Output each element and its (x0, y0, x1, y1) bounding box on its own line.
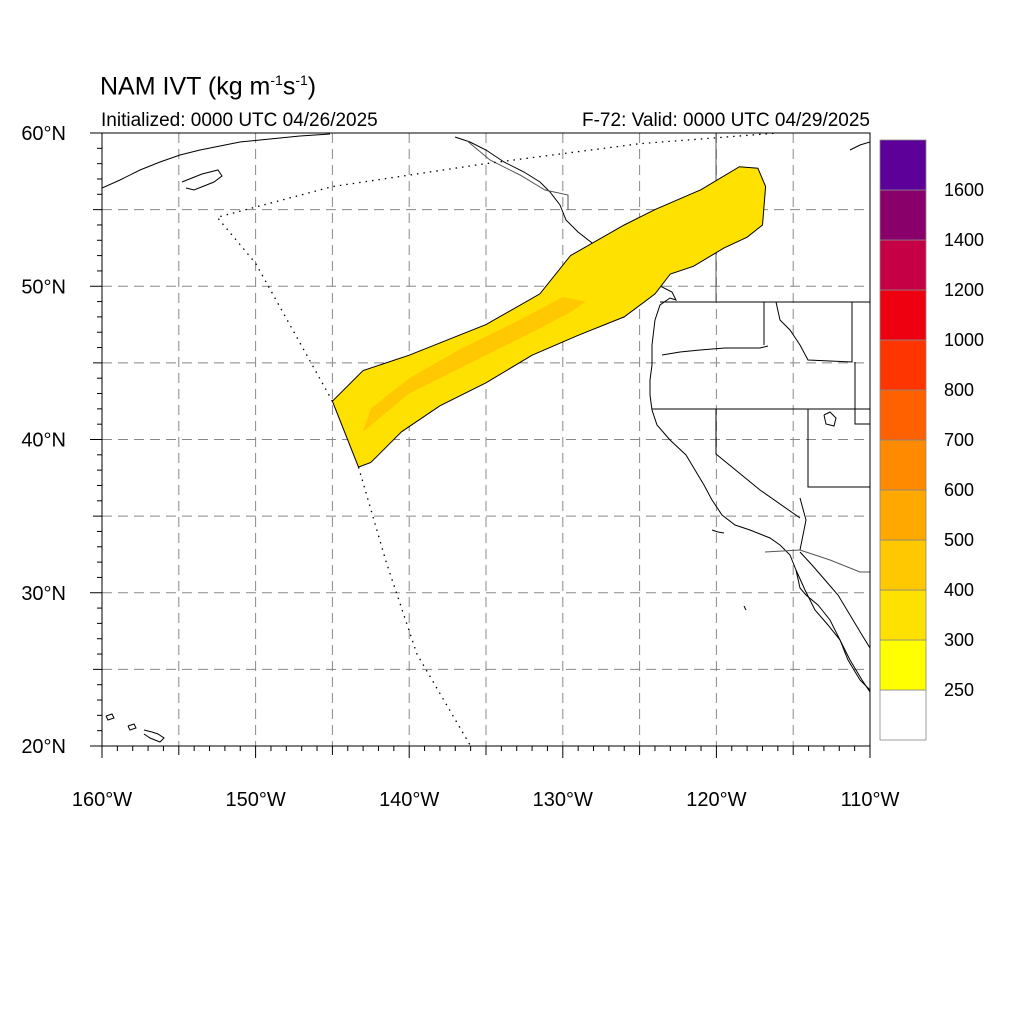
colorbar-label: 500 (944, 530, 974, 550)
title-sup-2: -1 (295, 72, 308, 88)
colorbar-swatch (879, 689, 927, 741)
y-tick-label: 60°N (21, 123, 66, 145)
y-tick-label: 30°N (21, 583, 66, 605)
initialized-label: Initialized: 0000 UTC 04/26/2025 (101, 110, 378, 131)
colorbar-swatch (879, 239, 927, 291)
gulf-coast-line (799, 551, 870, 649)
colorbar-swatch (879, 339, 927, 391)
colorbar-swatch (879, 289, 927, 341)
x-tick-label: 110°W (841, 789, 900, 811)
colorbar-label: 1000 (944, 330, 984, 350)
x-tick-label: 130°W (533, 789, 593, 811)
colorbar-label: 400 (944, 580, 974, 600)
west-coast-line (454, 136, 870, 691)
title-text: NAM IVT (kg m (100, 72, 271, 101)
colorbar-swatch (879, 189, 927, 241)
x-tick-label: 160°W (72, 789, 132, 811)
colorbar-swatch (879, 389, 927, 441)
alaska-coast-line (102, 133, 331, 189)
coastlines (102, 133, 870, 743)
great-salt-lake (823, 411, 837, 427)
ivt-plume (331, 166, 767, 468)
guadalupe-island (743, 605, 747, 611)
colorbar-swatch (879, 139, 927, 191)
colorbar-label: 600 (944, 480, 974, 500)
colorbar-label: 1400 (944, 230, 984, 250)
baja-coast-line (795, 569, 870, 693)
axis-labels: 160°W 150°W 140°W 130°W 120°W 110°W 20°N 30°N 40… (21, 123, 899, 811)
colorbar-swatch (879, 589, 927, 641)
channel-islands (711, 529, 725, 534)
wa-or-border (661, 345, 769, 356)
valid-time-label: F-72: Valid: 0000 UTC 04/29/2025 (582, 110, 870, 131)
colorbar-swatch (879, 439, 927, 491)
colorbar: 250 300 400 500 600 700 800 1000 1200 1400 1600 (879, 139, 984, 741)
idaho-montana-border (775, 301, 853, 363)
colorbar-label: 1200 (944, 280, 984, 300)
x-tick-label: 140°W (379, 789, 439, 811)
ivt-plume-core-400-500 (363, 297, 586, 432)
title-sup-1: -1 (270, 72, 283, 88)
us-mexico-border (764, 549, 870, 573)
hawaii-islands (105, 713, 115, 721)
title-text-end: ) (307, 72, 317, 101)
alaska-islands (181, 169, 223, 191)
colorbar-label: 800 (944, 380, 974, 400)
colorbar-swatch (879, 539, 927, 591)
colorbar-label: 250 (944, 680, 974, 700)
colorbar-swatch (879, 489, 927, 541)
x-tick-label: 150°W (225, 789, 285, 811)
colorbar-swatch (879, 639, 927, 691)
x-tick-label: 120°W (686, 789, 746, 811)
hawaii-islands-3 (143, 729, 165, 743)
colorbar-label: 700 (944, 430, 974, 450)
y-tick-label: 40°N (21, 430, 66, 452)
hawaii-islands-2 (127, 723, 137, 731)
alaska-canada-border (465, 139, 569, 210)
y-tick-label: 20°N (21, 736, 66, 758)
nv-ut-border (807, 409, 870, 488)
domain-boundary-south (357, 466, 472, 746)
colorbar-label: 1600 (944, 180, 984, 200)
az-border (799, 497, 807, 551)
domain-boundary-lines (216, 133, 778, 746)
ca-nv-border (715, 409, 801, 519)
domain-boundary-north (216, 133, 778, 402)
title-text-mid: s (282, 72, 296, 101)
y-tick-label: 50°N (21, 276, 66, 298)
colorbar-label: 300 (944, 630, 974, 650)
wy-border (854, 362, 870, 425)
axis-ticks (90, 132, 871, 758)
hudson-coast-line (849, 141, 870, 151)
map-title: NAM IVT (kg m-1s-1) (100, 72, 316, 101)
